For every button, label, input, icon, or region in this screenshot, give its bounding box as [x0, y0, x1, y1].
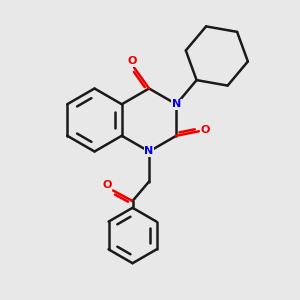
Text: N: N: [172, 99, 181, 109]
Text: O: O: [102, 180, 112, 190]
Text: O: O: [201, 125, 210, 135]
Text: O: O: [128, 56, 137, 67]
Text: N: N: [144, 146, 154, 157]
